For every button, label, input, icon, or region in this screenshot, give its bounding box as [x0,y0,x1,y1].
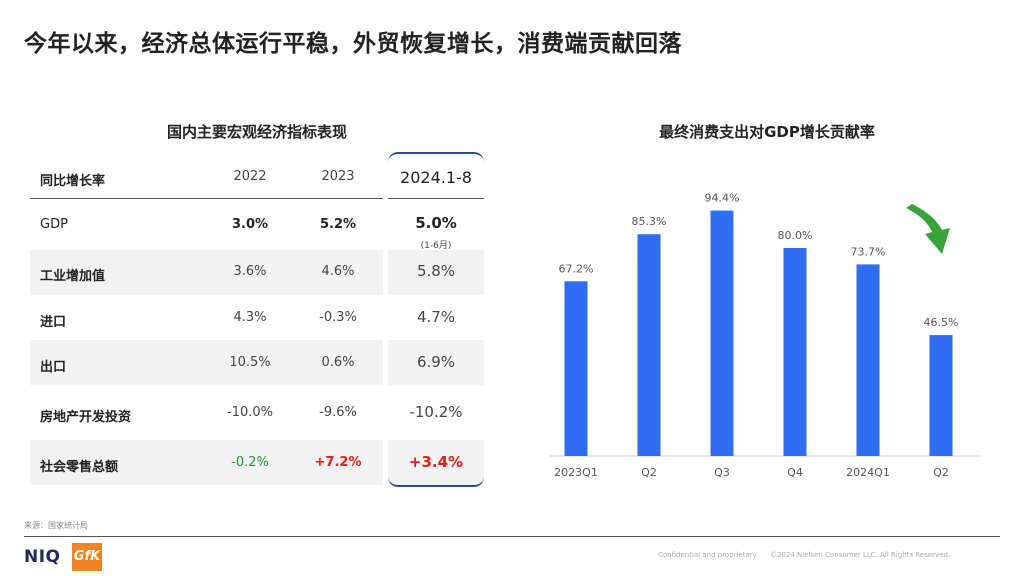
x-tick-label: Q3 [714,466,730,479]
consumption-contribution-chart: 67.2% 2023Q1 85.3% Q2 94.4% Q3 80.0% Q4 73.7% 202… [550,192,980,479]
gfk-logo: GfK [72,543,102,571]
retail-2023: +7.2% [314,455,362,470]
row-label-industry: 工业增加值 [40,269,106,284]
bar-value-label: 73.7% [851,245,886,258]
bar [929,335,953,456]
x-tick-label: Q4 [787,466,803,479]
industry-2023: 4.6% [321,264,355,279]
header-divider-2024 [388,198,484,199]
row-label-export: 出口 [40,360,67,375]
table-row: 社会零售总额 -0.2% +7.2% +3.4% [30,440,486,485]
row-label-import: 进口 [40,315,67,330]
confidential-note: Confidential and proprietary [658,551,757,559]
footer-divider [24,536,1000,537]
realestate-2023: -9.6% [319,405,357,420]
trend-down-arrow-icon [906,204,950,254]
import-2024: 4.7% [416,308,456,326]
industry-2024: 5.8% [416,262,456,280]
table-row: 工业增加值 3.6% 4.6% 5.8% [30,250,486,295]
table-row: 进口 4.3% -0.3% 4.7% [30,295,486,340]
import-2022: 4.3% [233,310,267,325]
table-row: GDP 3.0% 5.2% 5.0% (1-6月) [30,200,486,251]
bar-value-label: 80.0% [778,229,813,242]
x-tick-label: 2024Q1 [846,466,890,479]
header-label: 同比增长率 [40,174,106,189]
bar-value-label: 67.2% [559,262,594,275]
table-title: 国内主要宏观经济指标表现 [166,123,347,141]
header-divider [30,198,383,199]
bar-value-label: 46.5% [924,316,959,329]
industry-2022: 3.6% [233,264,267,279]
bar-value-label: 85.3% [632,215,667,228]
x-tick-label: 2023Q1 [554,466,598,479]
bar [783,248,807,456]
copyright-note: ©2024 Nielsen Consumer LLC. All Rights R… [770,551,951,559]
bar [856,264,880,456]
gdp-2024-note: (1-6月) [420,241,452,251]
table-row: 出口 10.5% 0.6% 6.9% [30,340,486,385]
bar-value-label: 94.4% [705,192,740,205]
page-title: 今年以来，经济总体运行平稳，外贸恢复增长，消费端贡献回落 [24,31,682,57]
import-2023: -0.3% [319,310,357,325]
row-label-retail: 社会零售总额 [40,460,119,475]
header-2023: 2023 [321,169,355,184]
bar [637,234,661,456]
source-note: 来源：国家统计局 [24,521,88,530]
row-label-realestate: 房地产开发投资 [40,410,132,425]
table-header-row: 同比增长率 2022 2023 2024.1-8 [30,152,486,198]
highlight-2024-column [388,152,484,487]
realestate-2024: -10.2% [409,403,463,421]
gdp-2022: 3.0% [231,217,269,232]
x-tick-label: Q2 [641,466,657,479]
header-2022: 2022 [233,169,267,184]
niq-logo: NIQ [24,547,61,567]
gdp-2024: 5.0% [415,214,457,232]
bar [564,281,588,456]
retail-2022: -0.2% [231,455,269,470]
chart-title: 最终消费支出对GDP增长贡献率 [659,123,875,141]
export-2024: 6.9% [416,353,456,371]
table-row: 房地产开发投资 -10.0% -9.6% -10.2% [30,385,486,440]
bar [710,210,734,456]
header-2024: 2024.1-8 [400,168,472,187]
realestate-2022: -10.0% [227,405,273,420]
x-tick-label: Q2 [933,466,949,479]
gdp-2023: 5.2% [319,217,357,232]
row-label-gdp: GDP [40,217,68,232]
export-2022: 10.5% [229,355,271,370]
export-2023: 0.6% [321,355,355,370]
retail-2024: +3.4% [408,453,464,471]
